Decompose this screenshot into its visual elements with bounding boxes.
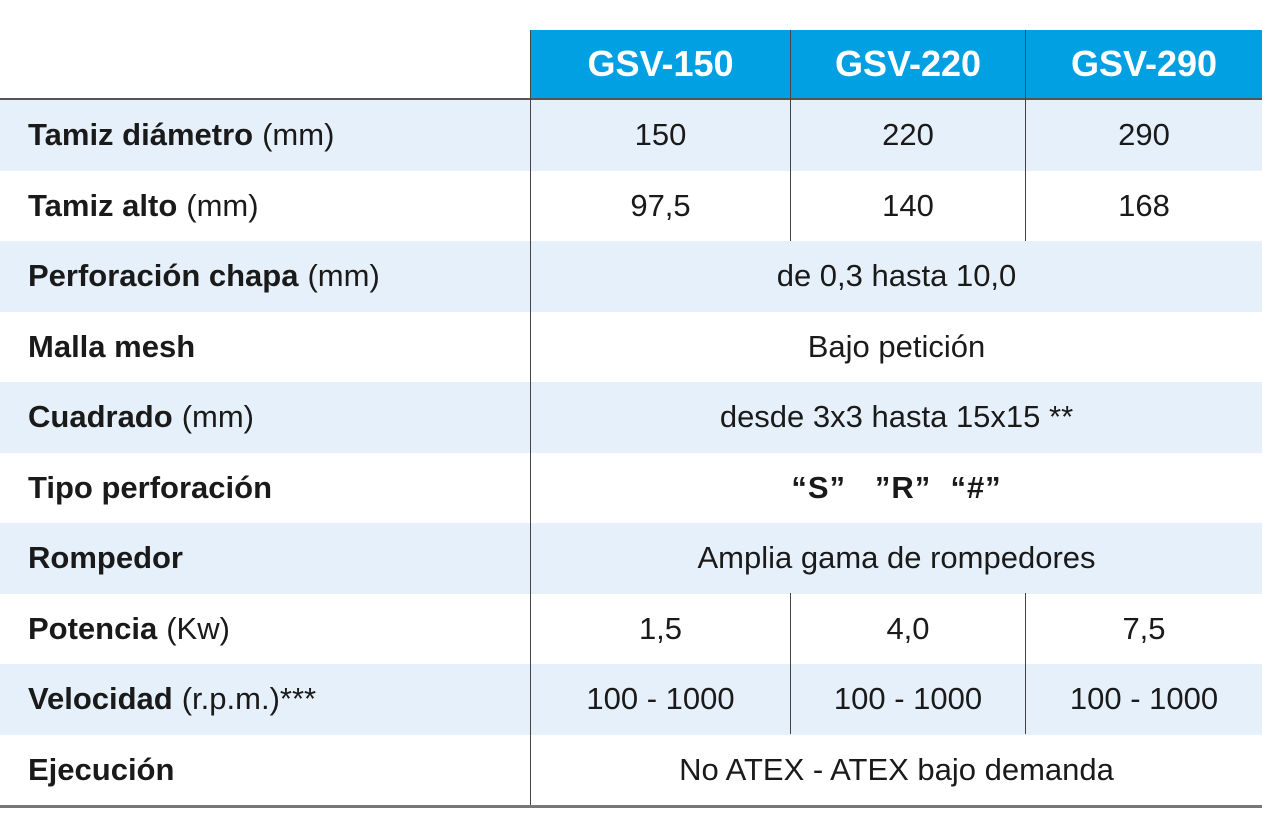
- table-row: Tamiz alto (mm) 97,5 140 168: [0, 171, 1262, 242]
- row-label: Malla mesh: [28, 312, 195, 383]
- row-label-name: Velocidad: [28, 681, 173, 717]
- table-cell: 150: [634, 117, 687, 153]
- column-divider: [790, 593, 791, 734]
- row-label-unit: (mm): [181, 399, 254, 435]
- row-label-name: Perforación chapa: [28, 258, 299, 294]
- table-cell: 100 - 1000: [586, 681, 735, 717]
- row-label: Cuadrado (mm): [28, 382, 254, 453]
- column-divider: [530, 30, 531, 805]
- table-cell: 1,5: [638, 610, 683, 646]
- table-cell: 220: [882, 117, 934, 153]
- table-bottom-border: [0, 805, 1262, 808]
- table-cell-merged: Bajo petición: [807, 328, 986, 364]
- row-label-unit: (Kw): [166, 610, 230, 646]
- table-cell: 4,0: [886, 610, 930, 646]
- table-cell-merged: desde 3x3 hasta 15x15 **: [719, 399, 1074, 435]
- row-label: Velocidad (r.p.m.)***: [28, 664, 316, 735]
- row-label-name: Tamiz diámetro: [28, 117, 254, 153]
- row-label: Tamiz diámetro (mm): [28, 100, 334, 171]
- row-label: Tipo perforación: [28, 453, 272, 524]
- row-label-unit: (mm): [186, 187, 259, 223]
- table-cell: 168: [1118, 187, 1170, 223]
- row-label: Tamiz alto (mm): [28, 171, 259, 242]
- table-cell-merged: Amplia gama de rompedores: [697, 540, 1096, 576]
- row-label-unit: (mm): [307, 258, 380, 294]
- table-cell: 140: [882, 187, 934, 223]
- column-header-gsv-290: GSV-290: [1026, 30, 1262, 98]
- table-row: Ejecución No ATEX - ATEX bajo demanda: [0, 735, 1262, 806]
- row-label-name: Tamiz alto: [28, 187, 178, 223]
- table-row: Perforación chapa (mm) de 0,3 hasta 10,0: [0, 241, 1262, 312]
- table-cell-merged: No ATEX - ATEX bajo demanda: [679, 751, 1114, 787]
- table-row: Tipo perforación “S” ”R” “#”: [0, 453, 1262, 524]
- table-cell-merged: de 0,3 hasta 10,0: [776, 258, 1017, 294]
- row-label: Rompedor: [28, 523, 183, 594]
- row-label: Ejecución: [28, 735, 174, 806]
- column-divider: [1025, 30, 1026, 241]
- table-cell: 97,5: [630, 187, 691, 223]
- table-cell: 100 - 1000: [833, 681, 983, 717]
- header-divider: [0, 98, 1262, 100]
- table-row: Malla mesh Bajo petición: [0, 312, 1262, 383]
- table-cell: 290: [1118, 117, 1170, 153]
- row-label-name: Cuadrado: [28, 399, 173, 435]
- column-header-gsv-220: GSV-220: [791, 30, 1025, 98]
- row-label-name: Potencia: [28, 610, 158, 646]
- table-cell: 100 - 1000: [1069, 681, 1219, 717]
- table-row: Rompedor Amplia gama de rompedores: [0, 523, 1262, 594]
- table-row: Potencia (Kw) 1,5 4,0 7,5: [0, 594, 1262, 665]
- table-cell-merged: “S” ”R” “#”: [791, 469, 1002, 505]
- row-label-name: Ejecución: [28, 751, 175, 787]
- table-row: Tamiz diámetro (mm) 150 220 290: [0, 100, 1262, 171]
- column-divider: [790, 30, 791, 241]
- table-row: Velocidad (r.p.m.)*** 100 - 1000 100 - 1…: [0, 664, 1262, 735]
- row-label-name: Malla mesh: [28, 328, 196, 364]
- table-cell: 7,5: [1122, 610, 1166, 646]
- column-header-gsv-150: GSV-150: [531, 30, 790, 98]
- row-label: Potencia (Kw): [28, 594, 230, 665]
- row-label-name: Tipo perforación: [28, 469, 273, 505]
- row-label-unit: (r.p.m.)***: [181, 681, 317, 717]
- row-label-name: Rompedor: [28, 540, 183, 576]
- table-header: GSV-150 GSV-220 GSV-290: [0, 0, 1262, 100]
- row-label: Perforación chapa (mm): [28, 241, 380, 312]
- column-divider: [1025, 593, 1026, 734]
- row-label-unit: (mm): [262, 117, 335, 153]
- table-row: Cuadrado (mm) desde 3x3 hasta 15x15 **: [0, 382, 1262, 453]
